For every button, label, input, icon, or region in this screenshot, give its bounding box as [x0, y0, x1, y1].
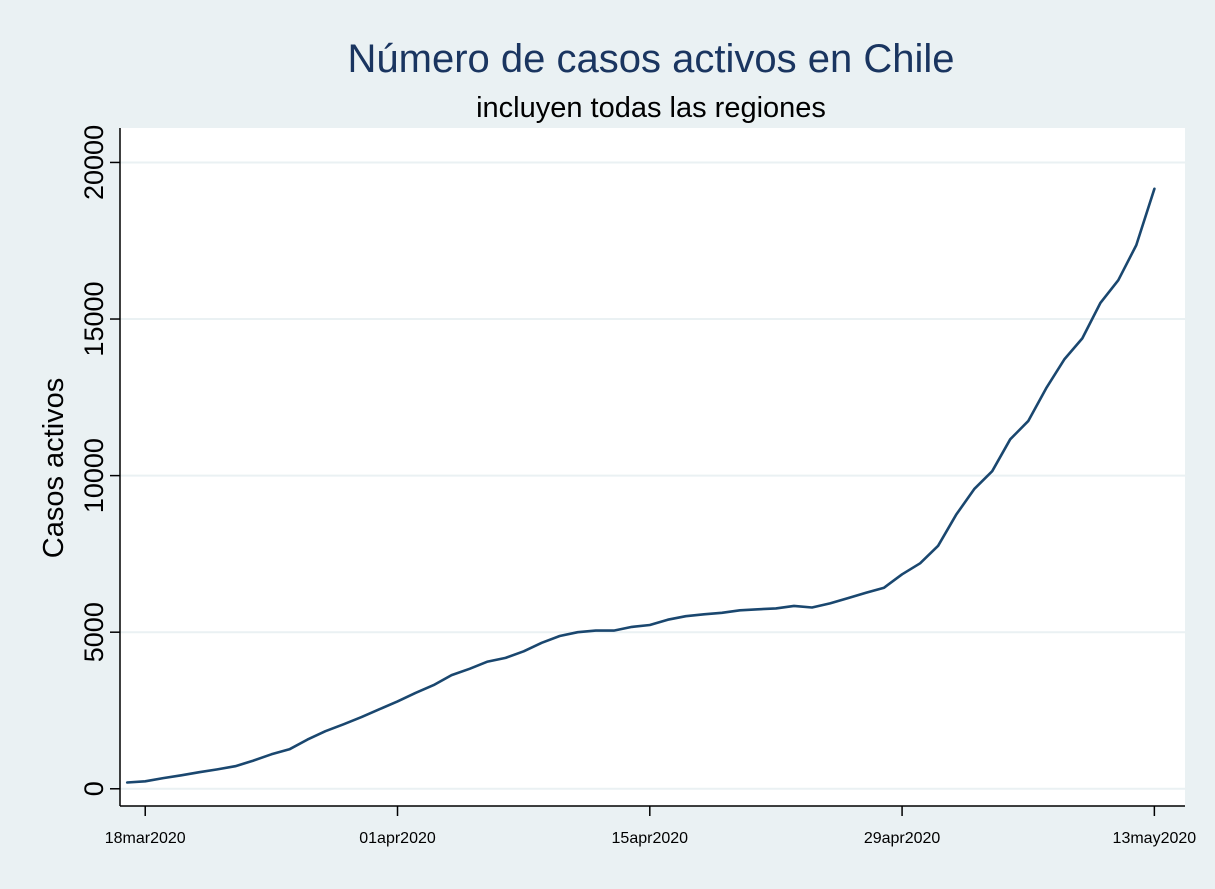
- x-tick-label: 18mar2020: [105, 830, 186, 847]
- y-tick-label: 15000: [79, 281, 109, 356]
- y-tick-label: 20000: [79, 125, 109, 200]
- x-tick-label: 13may2020: [1113, 830, 1197, 847]
- x-tick-label: 01apr2020: [359, 830, 436, 847]
- x-tick-label: 15apr2020: [612, 830, 689, 847]
- y-tick-label: 5000: [79, 602, 109, 662]
- x-tick-label: 29apr2020: [864, 830, 941, 847]
- plot-area: [120, 128, 1185, 806]
- chart-title: Número de casos activos en Chile: [348, 37, 955, 81]
- axes: 0 5000 10000 15000 20000 18mar2020 01apr2020 15…: [79, 125, 1196, 847]
- series-layer: [125, 187, 1156, 784]
- grid-lines: [120, 161, 1185, 790]
- y-tick-label: 0: [79, 781, 109, 796]
- y-axis-label: Casos activos: [38, 378, 70, 559]
- series-line: [125, 187, 1156, 784]
- chart-subtitle: incluyen todas las regiones: [476, 92, 826, 124]
- y-tick-label: 10000: [79, 438, 109, 513]
